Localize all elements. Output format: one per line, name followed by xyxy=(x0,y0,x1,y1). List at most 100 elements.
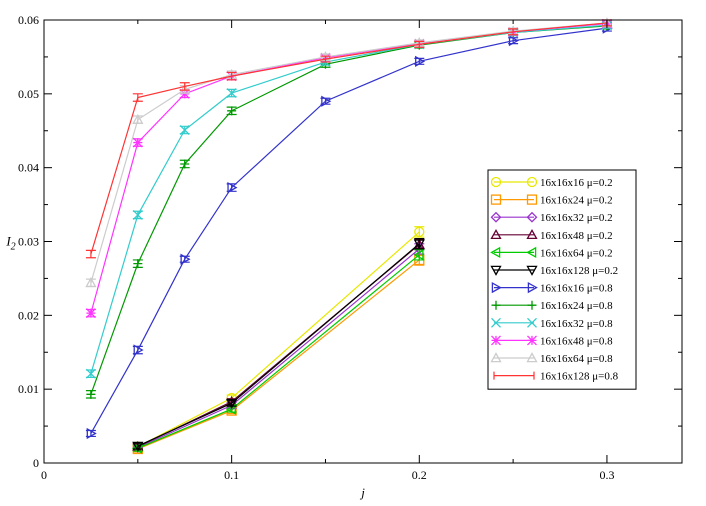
legend-marker xyxy=(490,246,501,259)
legend-item: 16x16x16 μ=0.8 xyxy=(491,281,613,295)
legend-label: 16x16x128 μ=0.2 xyxy=(540,265,618,277)
data-point xyxy=(132,209,143,220)
legend-item: 16x16x128 μ=0.2 xyxy=(490,265,618,277)
legend-marker xyxy=(526,352,538,363)
legend-swatch-cap xyxy=(493,371,535,380)
legend-marker xyxy=(526,246,537,259)
error-bar xyxy=(414,249,425,261)
x-tick-label: 0.1 xyxy=(224,468,239,482)
error-bar xyxy=(85,249,96,259)
series-5 xyxy=(132,237,425,452)
series-line xyxy=(90,27,608,434)
data-point xyxy=(415,55,426,67)
legend-marker xyxy=(491,300,501,310)
legend-marker xyxy=(526,228,538,240)
legend-item: 16x16x128 μ=0.8 xyxy=(493,371,619,383)
error-bar xyxy=(226,71,237,81)
data-point xyxy=(179,88,190,99)
data-point xyxy=(413,249,424,261)
data-point xyxy=(180,159,190,169)
legend-marker xyxy=(490,265,502,276)
data-point xyxy=(227,106,237,116)
error-bar xyxy=(414,40,425,48)
y-tick-label: 0.03 xyxy=(18,235,39,249)
x-axis-label: j xyxy=(359,485,365,500)
legend-label: 16x16x128 μ=0.8 xyxy=(540,371,619,383)
legend-label: 16x16x48 μ=0.2 xyxy=(540,230,613,242)
legend-marker xyxy=(527,335,537,346)
data-point xyxy=(133,344,144,356)
data-point xyxy=(86,389,96,399)
legend-item: 16x16x16 μ=0.2 xyxy=(490,176,613,189)
data-point xyxy=(132,113,144,124)
data-point xyxy=(508,35,519,47)
data-point xyxy=(227,181,238,194)
legend-marker xyxy=(491,317,501,328)
legend-label: 16x16x48 μ=0.8 xyxy=(540,335,613,347)
legend-marker xyxy=(526,194,538,205)
error-bar xyxy=(132,93,143,102)
legend-item: 16x16x32 μ=0.2 xyxy=(490,211,613,224)
error-bar xyxy=(320,55,331,63)
legend-item: 16x16x48 μ=0.8 xyxy=(491,335,613,347)
series-layer xyxy=(85,17,613,455)
legend-marker xyxy=(526,176,538,188)
tick-layer: 0 0.1 0.2 0.3 0 0.01 0.02 0.03 0.04 0.05 0.06 xyxy=(18,13,682,482)
legend-item: 16x16x24 μ=0.8 xyxy=(491,300,613,312)
legend-label: 16x16x24 μ=0.8 xyxy=(540,300,613,312)
legend-marker xyxy=(527,300,537,310)
y-axis-label: I2 xyxy=(5,234,15,253)
legend-label: 16x16x16 μ=0.2 xyxy=(540,177,613,189)
y-tick-label: 0.01 xyxy=(18,382,39,396)
data-point xyxy=(85,277,97,288)
legend-label: 16x16x64 μ=0.8 xyxy=(540,353,613,365)
legend-marker xyxy=(490,228,502,240)
data-point xyxy=(414,226,425,238)
data-point xyxy=(226,88,237,99)
legend-item: 16x16x24 μ=0.2 xyxy=(490,194,613,207)
legend-marker xyxy=(491,281,502,294)
y-tick-label: 0.06 xyxy=(18,13,39,27)
series-line xyxy=(90,22,607,255)
legend-item: 16x16x48 μ=0.2 xyxy=(490,228,613,242)
legend-marker xyxy=(490,352,502,363)
legend-label: 16x16x24 μ=0.2 xyxy=(540,195,613,207)
data-point xyxy=(85,368,96,379)
legend-label: 16x16x64 μ=0.2 xyxy=(540,247,613,259)
error-bar xyxy=(508,28,519,36)
data-point xyxy=(133,259,143,269)
legend-marker xyxy=(490,176,502,188)
data-point xyxy=(85,308,96,319)
legend-marker xyxy=(490,211,502,223)
x-tick-label: 0 xyxy=(41,468,47,482)
y-tick-label: 0.02 xyxy=(18,308,39,322)
data-point xyxy=(321,95,332,107)
legend-label: 16x16x32 μ=0.2 xyxy=(540,212,613,224)
error-bar xyxy=(414,226,425,238)
data-point xyxy=(413,239,425,250)
series-line xyxy=(90,24,607,374)
legend-marker xyxy=(527,281,538,294)
legend-item: 16x16x64 μ=0.2 xyxy=(490,246,613,259)
series-6 xyxy=(85,22,613,440)
y-tick-label: 0 xyxy=(33,456,39,470)
x-tick-label: 0.2 xyxy=(412,468,427,482)
legend-marker xyxy=(526,265,538,276)
data-point xyxy=(132,441,144,452)
legend-item: 16x16x32 μ=0.8 xyxy=(491,317,613,330)
y-tick-label: 0.04 xyxy=(18,161,39,175)
legend-item: 16x16x64 μ=0.8 xyxy=(490,352,613,365)
legend-label: 16x16x16 μ=0.8 xyxy=(540,283,613,295)
legend-label: 16x16x32 μ=0.8 xyxy=(540,318,613,330)
data-point xyxy=(180,253,191,265)
legend-box xyxy=(487,169,637,390)
legend-marker xyxy=(526,211,538,223)
legend: 16x16x16 μ=0.2 16x16x24 μ=0.2 16x16x32 μ=0… xyxy=(487,169,637,390)
legend-marker xyxy=(491,335,501,346)
data-point xyxy=(86,427,97,440)
legend-marker xyxy=(490,194,502,205)
legend-marker xyxy=(527,317,537,328)
data-point xyxy=(179,83,191,94)
error-bar xyxy=(179,82,190,91)
